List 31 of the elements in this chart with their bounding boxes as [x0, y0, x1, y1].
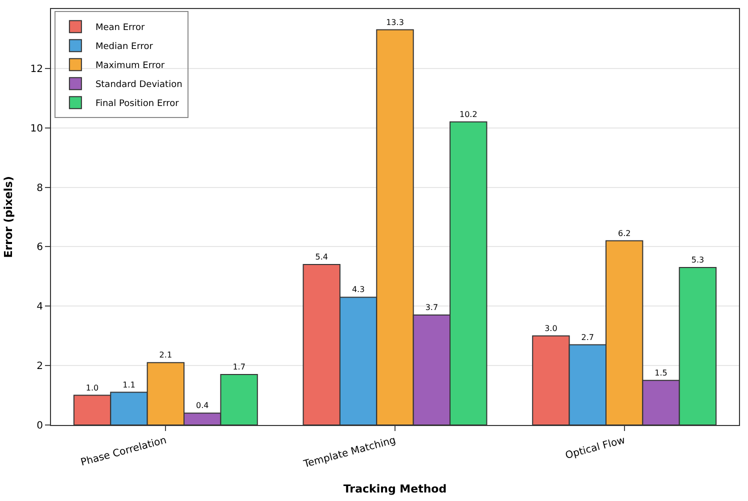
data-label: 6.2 [618, 228, 631, 238]
data-label: 13.3 [386, 18, 404, 27]
data-label: 1.7 [232, 362, 246, 372]
y-tick-label: 4 [36, 302, 43, 313]
data-label: 5.4 [315, 252, 328, 262]
legend-label: Median Error [95, 42, 154, 52]
data-label: 2.7 [581, 332, 594, 342]
data-label: 3.7 [425, 303, 438, 312]
y-tick-label: 0 [36, 420, 43, 432]
y-tick-label: 10 [30, 123, 43, 134]
data-label: 0.4 [196, 401, 209, 410]
legend-label: Maximum Error [95, 61, 165, 72]
data-label: 10.2 [459, 110, 478, 119]
data-label: 4.3 [352, 285, 365, 294]
data-label: 3.0 [544, 324, 558, 333]
x-axis-title: Tracking Method [343, 482, 447, 496]
data-label: 1.5 [654, 368, 668, 378]
data-label: 2.1 [159, 350, 172, 360]
data-label: 1.0 [86, 383, 99, 392]
legend-label: Final Position Error [95, 99, 180, 110]
y-tick-label: 8 [36, 182, 43, 194]
x-tick-label: Optical Flow [564, 435, 626, 462]
y-tick-label: 2 [36, 361, 43, 372]
y-tick-label: 12 [30, 64, 43, 75]
data-label: 1.1 [122, 380, 136, 390]
y-axis-title: Error (pixels) [2, 176, 15, 258]
y-tick-label: 6 [36, 242, 43, 254]
legend-label: Standard Deviation [95, 80, 182, 90]
data-label: 5.3 [691, 256, 704, 265]
legend-label: Mean Error [95, 23, 146, 34]
x-tick-label: Template Matching [302, 435, 398, 471]
